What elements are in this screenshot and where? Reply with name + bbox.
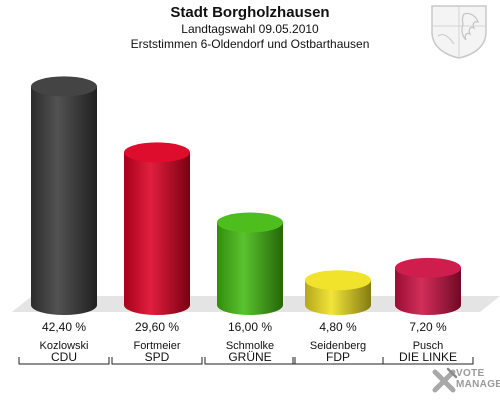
candidate-label: Pusch — [413, 340, 444, 352]
party-label: SPD — [145, 350, 170, 364]
bar-cdu — [31, 76, 97, 315]
candidate-label: Kozlowski — [40, 340, 89, 352]
ballot-cross-icon — [432, 367, 458, 393]
bar-fdp — [305, 270, 371, 315]
party-underline — [111, 357, 203, 365]
candidate-label: Fortmeier — [133, 340, 180, 352]
bar-die-linke — [395, 257, 461, 315]
value-label: 16,00 % — [228, 320, 272, 334]
chart-subtitle-election: Landtagswahl 09.05.2010 — [181, 22, 319, 36]
value-label: 7,20 % — [409, 320, 447, 334]
votemanager-logo: VOTE MANAGER — [432, 366, 500, 396]
bar-spd — [124, 142, 190, 315]
candidate-label: Seidenberg — [310, 340, 366, 352]
value-label: 4,80 % — [319, 320, 357, 334]
party-label: DIE LINKE — [399, 350, 457, 364]
value-label: 29,60 % — [135, 320, 179, 334]
party-underline — [204, 357, 296, 365]
party-underline — [18, 357, 110, 365]
value-label: 42,40 % — [42, 320, 86, 334]
party-label: GRÜNE — [228, 350, 271, 364]
party-underline — [382, 357, 474, 365]
party-label: FDP — [326, 350, 350, 364]
party-label: CDU — [51, 350, 77, 364]
logo-line-manager: MANAGER — [456, 379, 500, 390]
logo-line-vote: VOTE — [456, 368, 485, 379]
candidate-label: Schmolke — [226, 340, 274, 352]
bar-grne — [217, 212, 283, 315]
coat-of-arms-icon — [431, 5, 487, 59]
chart-title: Stadt Borgholzhausen — [170, 4, 330, 21]
chart-header: Stadt Borgholzhausen Landtagswahl 09.05.… — [0, 4, 500, 52]
chart-subtitle-district: Erststimmen 6-Oldendorf und Ostbarthause… — [130, 37, 370, 51]
